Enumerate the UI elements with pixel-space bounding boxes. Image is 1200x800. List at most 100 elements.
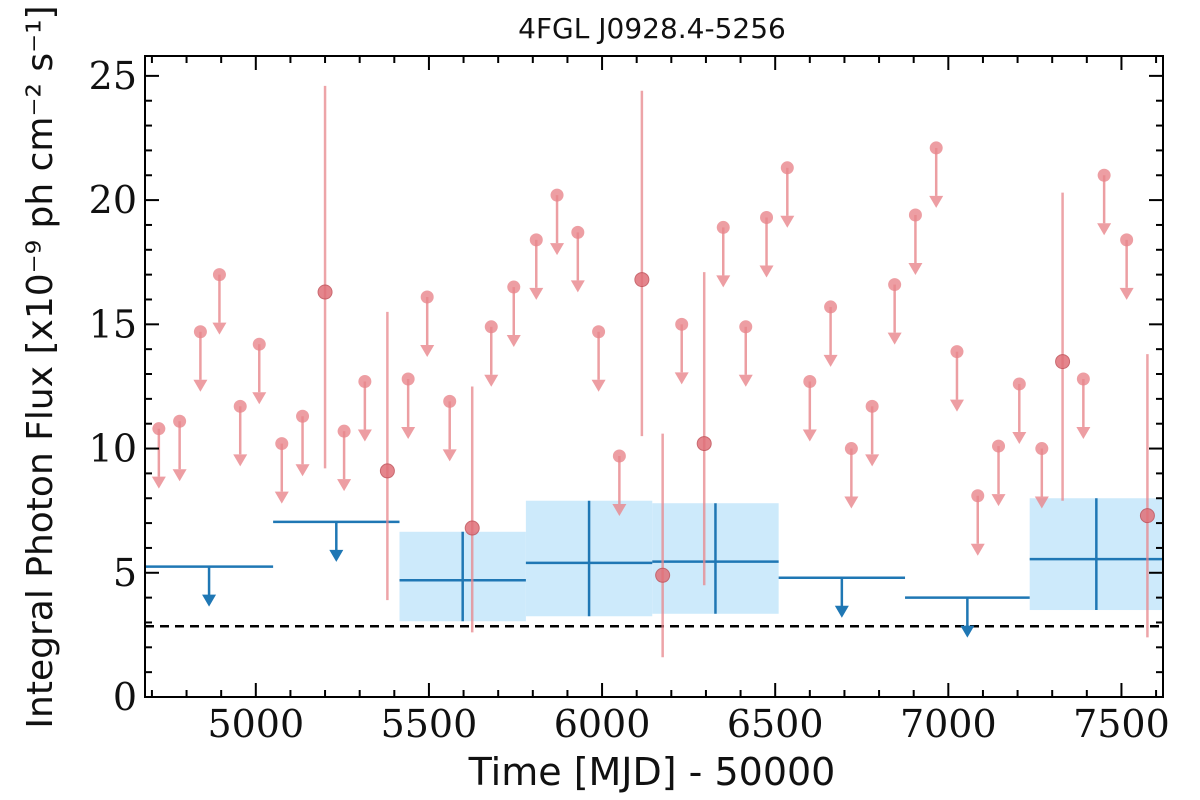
short-bin-ul-point	[865, 399, 879, 413]
short-bin-ul-point	[571, 225, 585, 239]
short-bin-ul-point	[803, 374, 817, 388]
short-bin-ul-point	[358, 374, 372, 388]
y-tick-label: 15	[89, 302, 137, 346]
short-bin-ul-arrow	[172, 469, 187, 482]
long-bin-ul-arrow	[202, 594, 217, 607]
short-bin-ul-point	[212, 268, 226, 282]
short-bin-point	[379, 463, 395, 479]
short-bin-ul-arrow	[865, 454, 880, 467]
short-bin-ul-point	[716, 220, 730, 234]
short-bin-ul-arrow	[401, 426, 416, 439]
short-bin-ul-point	[275, 437, 289, 451]
short-bin-ul-point	[992, 439, 1006, 453]
short-bin-ul-point	[401, 372, 415, 386]
long-bin-layer	[145, 498, 1163, 638]
short-bin-point	[655, 567, 671, 583]
short-bin-ul-arrow	[759, 265, 774, 278]
short-bin-ul-arrow	[506, 335, 521, 348]
short-bin-ul-arrow	[908, 263, 923, 276]
short-bin-ul-arrow	[780, 215, 795, 228]
short-bin-ul-point	[529, 233, 543, 247]
short-bin-ul-arrow	[1097, 223, 1112, 236]
short-bin-ul-point	[844, 442, 858, 456]
y-axis-label: Integral Photon Flux [x10⁻⁹ ph cm⁻² s⁻¹]	[20, 5, 61, 728]
short-bin-ul-arrow	[991, 494, 1006, 507]
short-bin-point	[317, 284, 333, 300]
short-bin-ul-point	[929, 141, 943, 155]
axes-layer: 5000 5500 6000 6500 7000 7500 0 5 10 15 20 25	[89, 54, 1170, 746]
plot-frame	[144, 55, 1164, 698]
short-bin-ul-arrow	[970, 543, 985, 556]
short-bin-ul-point	[780, 161, 794, 175]
x-tick-label: 6000	[554, 702, 651, 746]
x-tick-label: 6500	[727, 702, 824, 746]
short-bin-ul-arrow	[949, 399, 964, 412]
short-bin-ul-arrow	[233, 454, 248, 467]
short-bin-ul-arrow	[823, 354, 838, 367]
long-bin-ul-arrow	[834, 605, 849, 618]
short-bin-ul-point	[173, 414, 187, 428]
short-bin-ul-point	[1097, 168, 1111, 182]
short-bin-ul-point	[550, 188, 564, 202]
short-bin-ul-arrow	[844, 496, 859, 509]
short-bin-ul-arrow	[420, 344, 435, 357]
short-bin-ul-arrow	[716, 275, 731, 288]
x-tick-label: 7000	[900, 702, 997, 746]
short-bin-ul-arrow	[252, 392, 267, 405]
x-tick-label: 5000	[207, 702, 304, 746]
short-bin-ul-arrow	[1034, 496, 1049, 509]
x-tick-label: 5500	[381, 702, 478, 746]
short-bin-ul-point	[888, 278, 902, 292]
short-bin-ul-point	[233, 399, 247, 413]
short-bin-ul-arrow	[1119, 287, 1134, 300]
short-bin-ul-point	[592, 325, 606, 339]
short-bin-ul-arrow	[193, 379, 208, 392]
short-bin-ul-point	[739, 320, 753, 334]
short-bin-ul-point	[152, 422, 166, 436]
short-bin-ul-arrow	[738, 374, 753, 387]
short-bin-ul-point	[507, 280, 521, 294]
short-bin-ul-point	[420, 290, 434, 304]
short-bin-ul-point	[337, 424, 351, 438]
short-bin-point	[464, 520, 480, 536]
short-bin-ul-arrow	[295, 464, 310, 477]
short-bin-ul-point	[1076, 372, 1090, 386]
chart-title: 4FGL J0928.4-5256	[518, 12, 786, 45]
y-tick-label: 10	[89, 427, 137, 471]
short-bin-ul-point	[675, 317, 689, 331]
short-bin-ul-point	[443, 394, 457, 408]
short-bin-ul-point	[1035, 442, 1049, 456]
short-bin-point	[634, 272, 650, 288]
short-bin-ul-arrow	[591, 379, 606, 392]
short-bin-ul-point	[193, 325, 207, 339]
short-bin-ul-arrow	[442, 449, 457, 462]
short-bin-ul-arrow	[1076, 426, 1091, 439]
short-bin-ul-point	[296, 409, 310, 423]
short-bin-ul-point	[760, 210, 774, 224]
short-bin-ul-arrow	[274, 491, 289, 504]
y-tick-label: 0	[113, 675, 137, 719]
short-bin-ul-arrow	[887, 332, 902, 345]
short-bin-ul-point	[908, 208, 922, 222]
short-bin-ul-arrow	[550, 243, 565, 256]
x-tick-label: 7500	[1073, 702, 1170, 746]
short-bin-point	[696, 436, 712, 452]
short-bin-ul-arrow	[529, 287, 544, 300]
short-bin-ul-arrow	[929, 195, 944, 208]
short-bin-ul-point	[1120, 233, 1134, 247]
short-bin-ul-arrow	[802, 429, 817, 442]
short-bin-ul-arrow	[484, 374, 499, 387]
y-tick-label: 20	[89, 178, 137, 222]
y-tick-label: 5	[113, 551, 137, 595]
long-bin-ul-arrow	[329, 549, 344, 562]
short-bin-ul-point	[971, 489, 985, 503]
short-bin-ul-point	[612, 449, 626, 463]
short-bin-ul-arrow	[357, 429, 372, 442]
short-bin-ul-point	[824, 300, 838, 314]
short-bin-ul-arrow	[151, 476, 166, 489]
short-bin-ul-arrow	[212, 322, 227, 335]
x-axis-label: Time [MJD] - 50000	[468, 750, 836, 794]
long-bin-ul-arrow	[960, 625, 975, 638]
short-bin-point	[1055, 354, 1071, 370]
